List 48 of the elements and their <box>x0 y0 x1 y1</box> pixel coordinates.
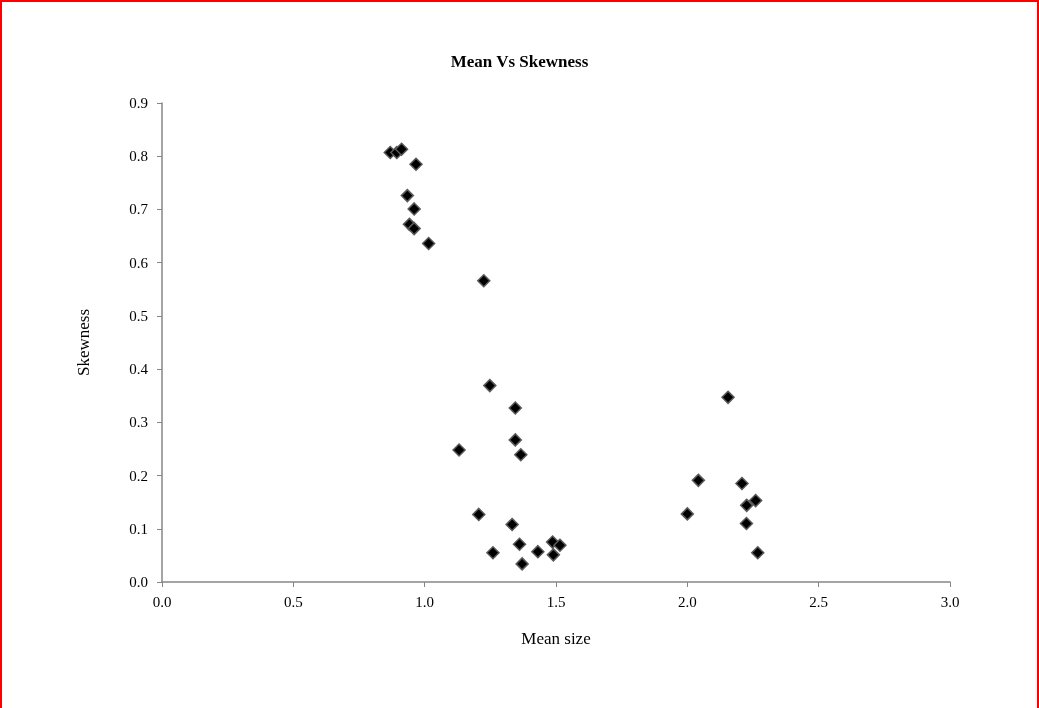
y-tick-label: 0.5 <box>129 307 148 324</box>
x-tick-label: 0.0 <box>152 593 172 610</box>
chart-title: Mean Vs Skewness <box>450 52 589 71</box>
point <box>721 390 735 405</box>
x-tick-label: 2.5 <box>809 593 829 610</box>
point <box>508 401 523 415</box>
point <box>553 538 567 553</box>
x-tick-label: 1.0 <box>415 593 435 610</box>
point <box>531 544 545 559</box>
point <box>750 545 765 560</box>
y-axis-title: Skewness <box>74 308 93 377</box>
point <box>409 157 423 171</box>
point <box>514 448 528 462</box>
point <box>748 493 763 508</box>
point <box>394 142 409 157</box>
y-tick-label: 0.4 <box>129 361 149 378</box>
point <box>486 545 500 560</box>
point <box>739 516 754 531</box>
point <box>735 476 749 491</box>
point <box>515 557 529 571</box>
point <box>452 443 466 457</box>
point <box>407 202 421 216</box>
y-tick-label: 0.7 <box>129 201 149 218</box>
y-tick-label: 0.3 <box>129 414 148 431</box>
y-tick-label: 0.8 <box>129 148 148 165</box>
point <box>505 517 519 532</box>
point <box>477 274 491 288</box>
y-tick-label: 0.9 <box>129 95 148 111</box>
point <box>508 433 523 447</box>
point <box>472 507 486 522</box>
y-tick-label: 0.6 <box>129 254 149 271</box>
point <box>739 498 754 513</box>
x-tick-label: 0.5 <box>283 593 303 610</box>
x-tick-label: 1.5 <box>546 593 566 610</box>
point <box>512 537 527 551</box>
x-axis-title: Mean size <box>521 629 591 648</box>
point <box>400 188 415 203</box>
point <box>691 473 706 488</box>
x-tick-label: 3.0 <box>940 593 960 610</box>
y-tick-label: 0.0 <box>129 574 148 590</box>
point <box>407 221 421 236</box>
point <box>421 236 436 251</box>
y-tick-label: 0.1 <box>129 520 148 537</box>
point <box>483 378 497 393</box>
y-tick-label: 0.2 <box>129 467 148 484</box>
point <box>680 507 695 521</box>
x-tick-label: 2.0 <box>677 593 697 610</box>
point <box>546 548 561 562</box>
